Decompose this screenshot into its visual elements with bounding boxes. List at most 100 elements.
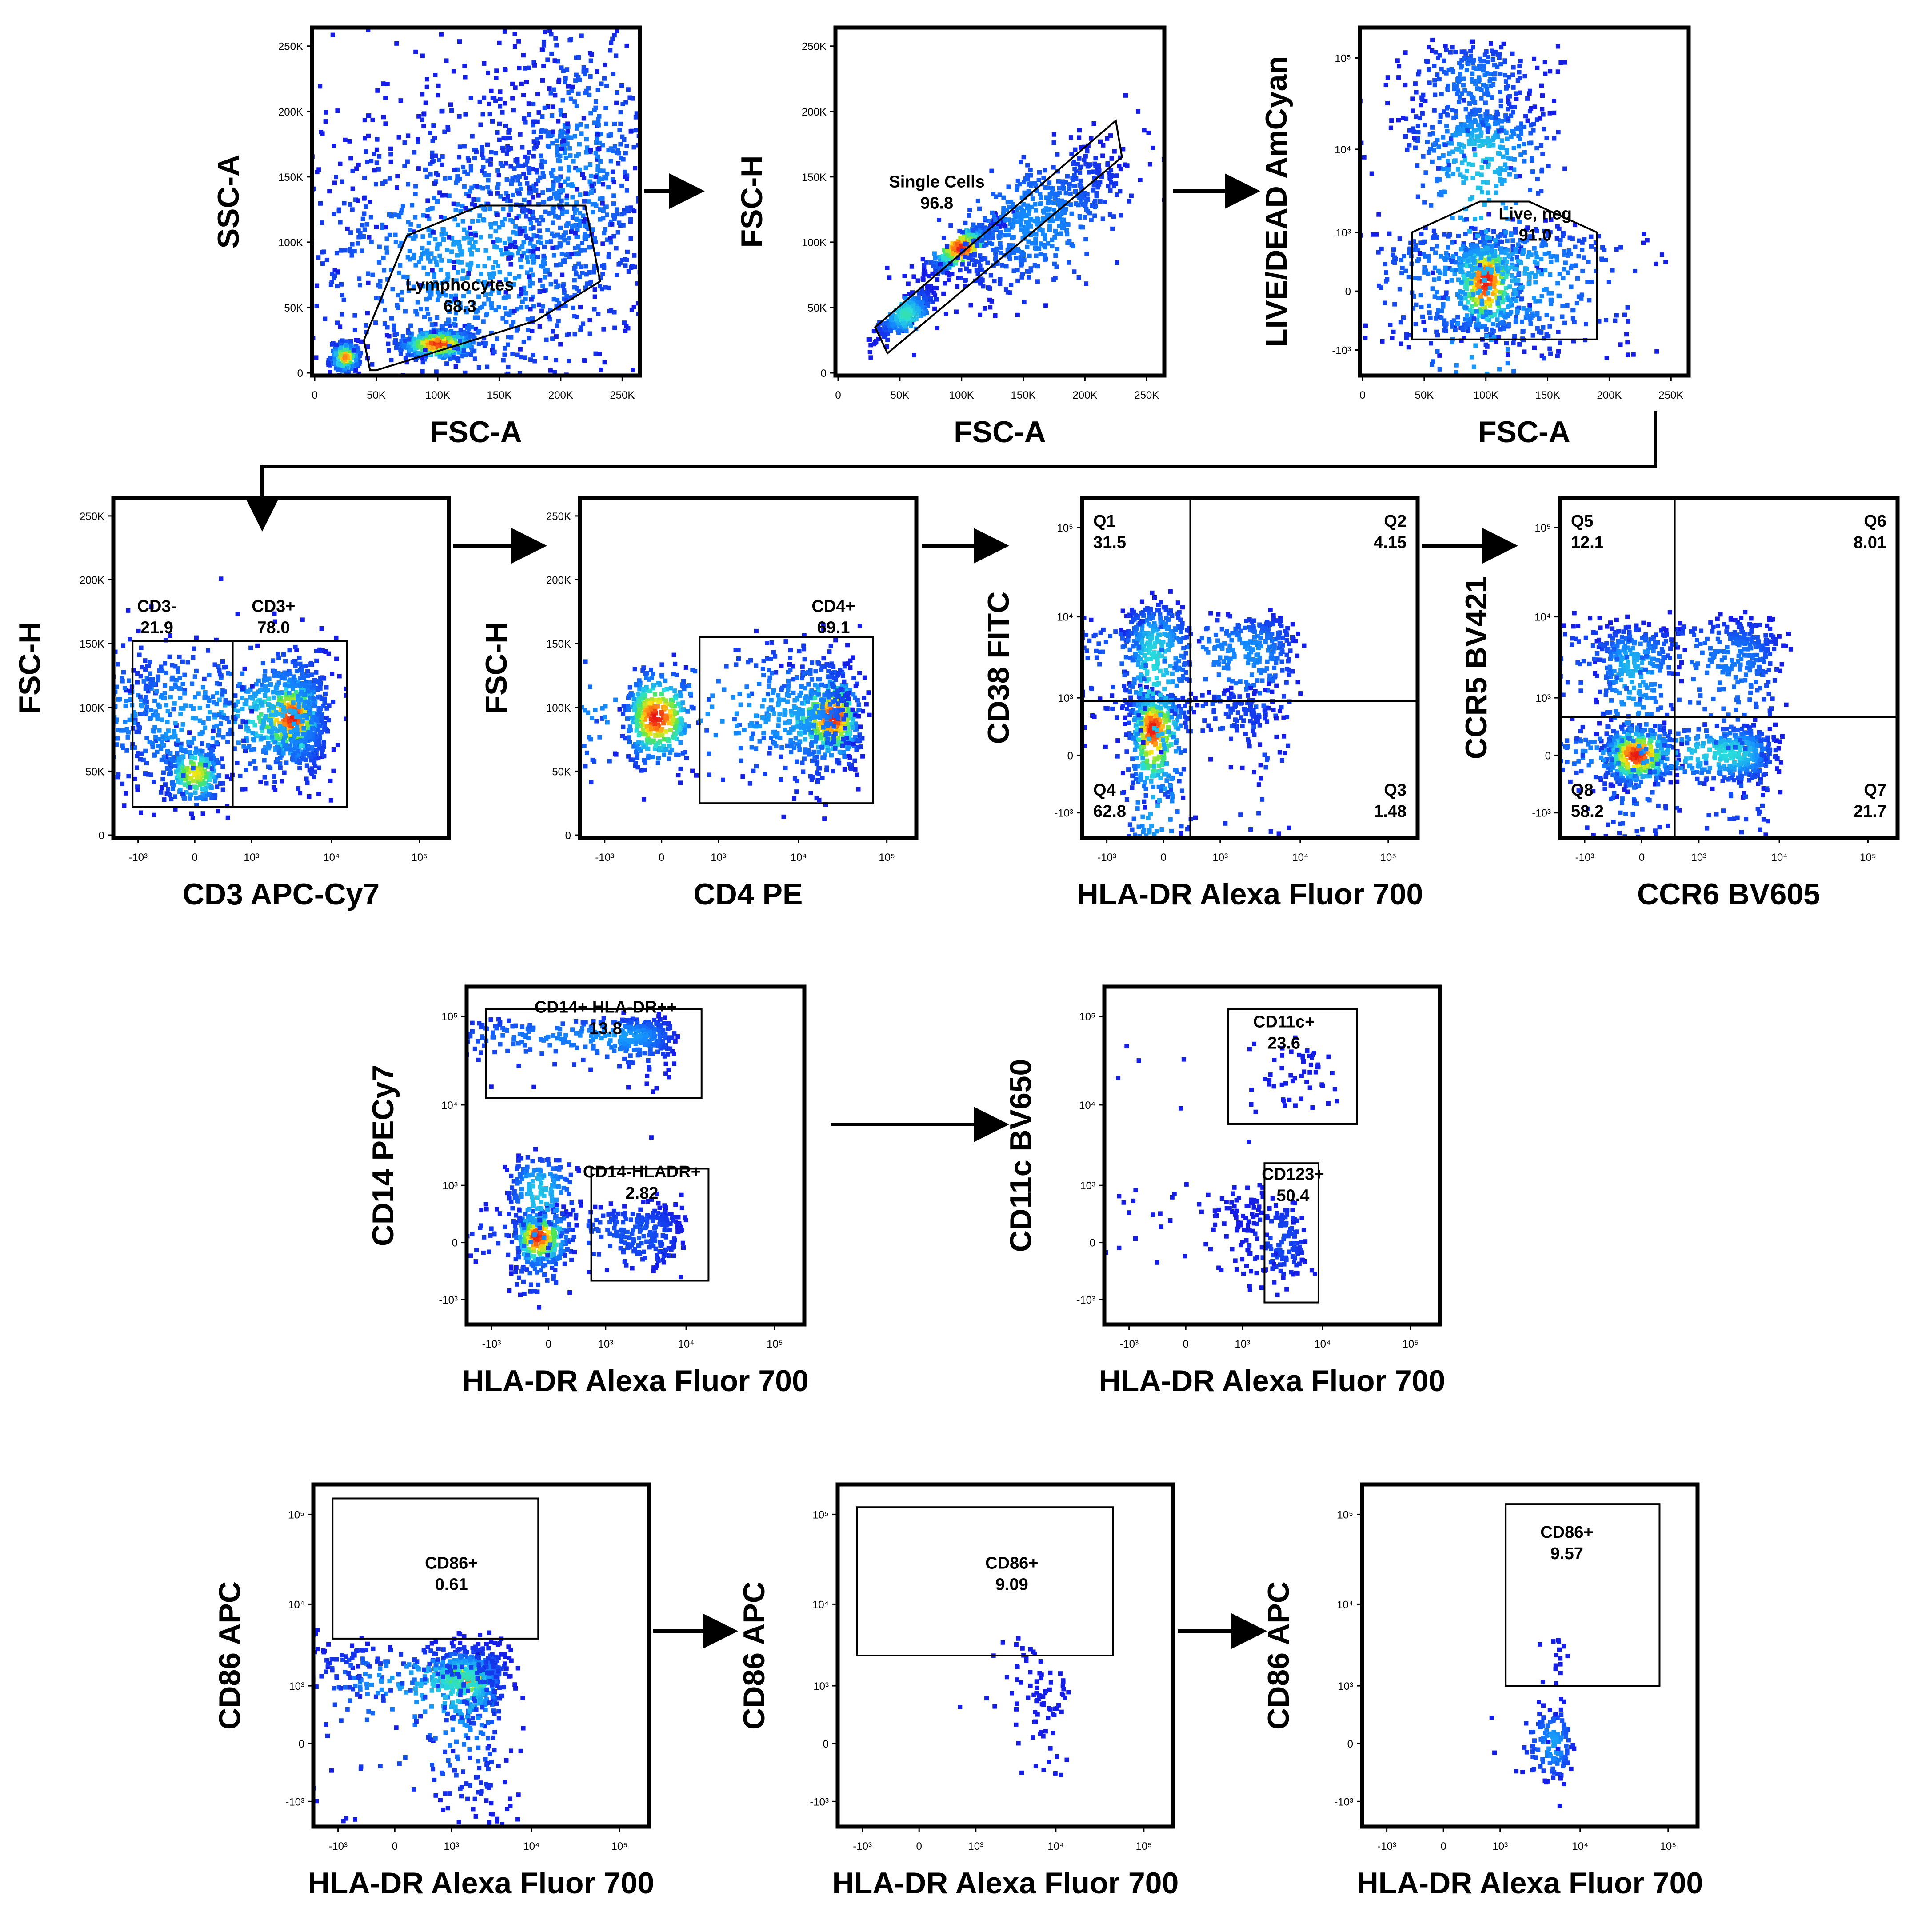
event-point (1434, 316, 1439, 321)
event-point (1078, 224, 1083, 229)
x-axis-title: FSC-A (954, 415, 1046, 449)
event-point (1063, 207, 1068, 212)
event-point (452, 322, 456, 327)
event-point (1432, 294, 1437, 299)
event-point (1106, 184, 1111, 189)
event-point (262, 264, 267, 269)
event-point (472, 203, 477, 208)
event-point (600, 196, 605, 201)
event-point (575, 123, 580, 128)
event-point (987, 286, 992, 291)
event-point (916, 291, 921, 296)
event-point (456, 335, 460, 340)
event-point (1470, 268, 1475, 272)
event-point (575, 234, 580, 239)
event-point (1437, 367, 1442, 372)
event-point (525, 236, 530, 240)
event-point (907, 321, 912, 326)
event-point (480, 152, 485, 157)
event-point (405, 345, 410, 350)
event-point (486, 70, 490, 75)
event-point (1473, 226, 1478, 231)
event-point (419, 256, 423, 261)
event-point (1483, 239, 1488, 244)
event-point (319, 130, 324, 135)
event-point (582, 248, 587, 253)
event-point (1568, 252, 1573, 256)
event-point (1441, 167, 1446, 171)
event-point (329, 280, 334, 284)
event-point (540, 284, 545, 288)
event-point (420, 245, 425, 250)
event-point (389, 316, 394, 321)
event-point (558, 225, 563, 230)
event-point (623, 328, 628, 333)
event-point (1001, 208, 1006, 213)
event-point (1005, 200, 1010, 205)
event-point (1484, 229, 1489, 234)
event-point (1466, 292, 1470, 296)
event-point (398, 98, 403, 103)
event-point (461, 331, 466, 336)
event-point (587, 245, 591, 250)
event-point (1026, 189, 1031, 194)
event-point (1402, 444, 1407, 449)
event-point (314, 304, 319, 308)
event-point (615, 212, 619, 217)
event-point (622, 320, 627, 325)
x-tick-label: 250K (1134, 389, 1159, 401)
event-point (885, 265, 890, 270)
event-point (1076, 203, 1081, 208)
event-point (388, 146, 393, 151)
event-point (1498, 377, 1503, 381)
event-point (345, 350, 350, 355)
event-point (630, 96, 635, 101)
event-point (950, 262, 955, 267)
event-point (1554, 254, 1559, 259)
event-point (542, 200, 547, 204)
event-point (456, 270, 460, 275)
event-point (531, 119, 536, 124)
event-point (1567, 235, 1572, 240)
event-point (627, 95, 632, 100)
event-point (1034, 220, 1039, 225)
event-point (518, 227, 523, 232)
event-point (495, 336, 499, 341)
event-point (1065, 232, 1070, 237)
event-point (358, 4, 362, 9)
event-point (1514, 249, 1519, 254)
event-point (1596, 234, 1601, 239)
event-point (978, 230, 983, 235)
event-point (495, 264, 500, 268)
event-point (575, 227, 580, 232)
event-point (474, 184, 479, 189)
event-point (906, 311, 911, 316)
event-point (1618, 342, 1623, 347)
event-point (461, 348, 466, 353)
event-point (1521, 239, 1526, 244)
event-point (1027, 253, 1032, 258)
event-point (991, 231, 995, 236)
event-point (1142, 128, 1147, 133)
event-point (918, 313, 923, 318)
event-point (1390, 336, 1395, 340)
event-point (1477, 313, 1482, 318)
event-point (1602, 248, 1607, 252)
event-point (1533, 274, 1538, 279)
event-point (527, 209, 532, 214)
event-point (1123, 93, 1128, 98)
event-point (1472, 279, 1477, 284)
event-point (1026, 203, 1031, 208)
event-point (360, 216, 365, 221)
event-point (1475, 171, 1480, 176)
event-point (1476, 138, 1481, 143)
event-point (489, 88, 494, 93)
y-tick-label: 0 (821, 368, 827, 380)
event-point (1043, 236, 1047, 241)
event-point (1397, 287, 1402, 292)
event-point (938, 258, 943, 263)
event-point (1074, 201, 1079, 206)
event-point (429, 505, 433, 510)
event-point (1083, 162, 1088, 167)
